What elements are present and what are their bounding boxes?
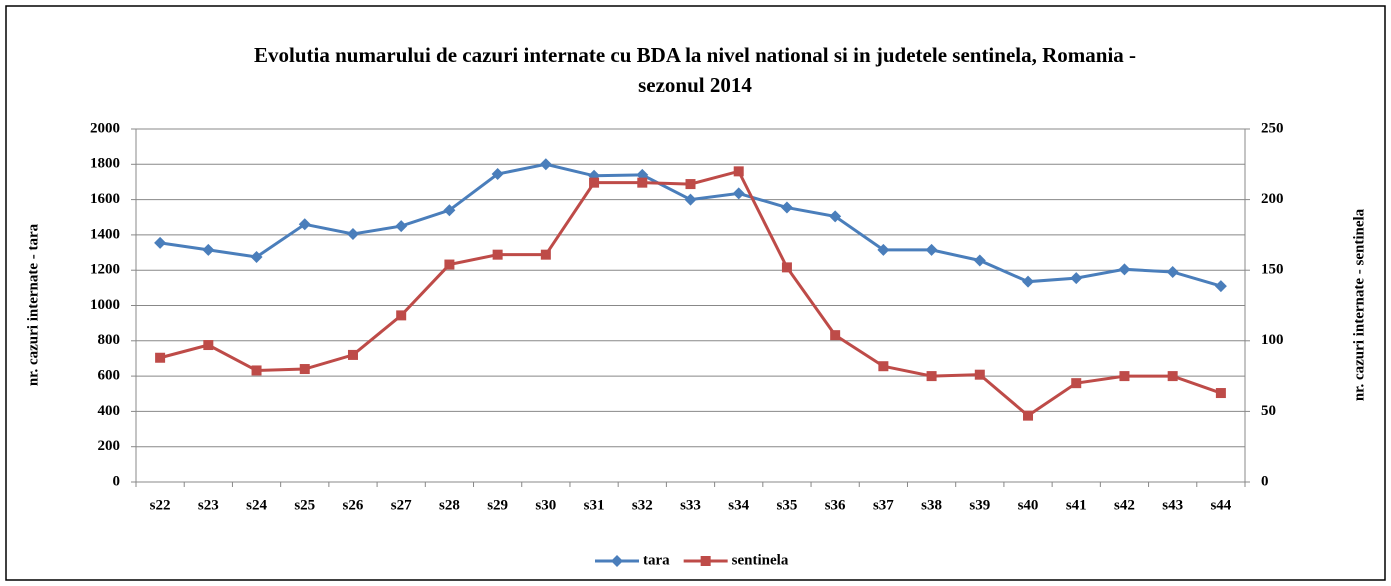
legend-label: sentinela	[732, 552, 789, 568]
data-point	[539, 158, 552, 171]
y-axis-title: nr. cazuri internate - tara	[25, 223, 41, 386]
data-point	[1214, 280, 1227, 293]
x-tick-label: s26	[343, 497, 364, 513]
data-point	[299, 364, 310, 375]
data-point	[781, 262, 792, 273]
y-tick-label: 0	[113, 473, 121, 489]
data-point	[250, 250, 263, 263]
y-tick-label: 600	[98, 368, 121, 384]
data-point	[1119, 371, 1130, 382]
y2-tick-label: 150	[1261, 262, 1284, 278]
data-point	[926, 371, 937, 382]
x-tick-label: s41	[1066, 497, 1087, 513]
data-point	[540, 249, 551, 260]
x-tick-label: s44	[1210, 497, 1231, 513]
x-tick-label: s23	[198, 497, 219, 513]
x-tick-label: s30	[535, 497, 556, 513]
data-point	[1071, 378, 1082, 389]
data-point	[974, 369, 985, 380]
y2-tick-label: 100	[1261, 332, 1284, 348]
y2-axis-title: nr. cazuri internate - sentinela	[1351, 208, 1367, 401]
y-tick-label: 1800	[90, 156, 120, 172]
data-point	[202, 243, 215, 256]
chart-title: Evolutia numarului de cazuri internate c…	[253, 43, 1137, 97]
x-tick-label: s28	[439, 497, 460, 513]
y-tick-label: 1000	[90, 297, 120, 313]
data-point	[443, 204, 456, 217]
data-point	[491, 168, 504, 181]
x-tick-label: s37	[873, 497, 894, 513]
data-point	[684, 193, 697, 206]
y-tick-label: 800	[98, 332, 121, 348]
data-point	[444, 259, 455, 270]
legend-marker	[700, 556, 711, 566]
data-point	[732, 187, 745, 200]
y-tick-label: 1200	[90, 262, 120, 278]
x-tick-label: s32	[632, 497, 653, 513]
y-tick-label: 2000	[90, 120, 120, 136]
x-tick-label: s38	[921, 497, 942, 513]
y2-tick-label: 50	[1261, 403, 1276, 419]
data-point	[1070, 272, 1083, 285]
x-tick-label: s31	[584, 497, 605, 513]
data-point	[780, 201, 793, 214]
data-point	[1215, 388, 1226, 399]
legend-marker	[611, 555, 623, 567]
x-tick-label: s29	[487, 497, 508, 513]
data-point	[154, 236, 167, 249]
data-point	[973, 254, 986, 267]
x-tick-label: s27	[391, 497, 412, 513]
chart-border	[5, 5, 1386, 581]
y-tick-label: 200	[98, 438, 121, 454]
data-point	[155, 352, 166, 363]
x-tick-label: s40	[1018, 497, 1039, 513]
y-tick-label: 1600	[90, 191, 120, 207]
x-tick-label: s35	[777, 497, 798, 513]
data-point	[346, 228, 359, 241]
x-tick-label: s34	[728, 497, 749, 513]
data-point	[347, 349, 358, 360]
data-point	[685, 179, 696, 190]
x-tick-label: s22	[150, 497, 171, 513]
y2-tick-label: 200	[1261, 191, 1284, 207]
data-point	[925, 243, 938, 256]
data-point	[830, 330, 841, 341]
data-point	[637, 177, 648, 188]
y-tick-label: 1400	[90, 226, 120, 242]
data-point	[1118, 263, 1131, 276]
x-tick-label: s42	[1114, 497, 1135, 513]
x-tick-label: s33	[680, 497, 701, 513]
data-point	[1023, 410, 1034, 421]
data-point	[1166, 265, 1179, 278]
data-point	[395, 220, 408, 233]
data-point	[733, 166, 744, 177]
data-point	[203, 340, 214, 351]
y2-tick-label: 250	[1261, 120, 1284, 136]
data-point	[396, 310, 407, 321]
y2-tick-label: 0	[1261, 473, 1269, 489]
data-point	[251, 365, 262, 376]
legend-label: tara	[643, 552, 670, 568]
x-tick-label: s39	[969, 497, 990, 513]
x-tick-label: s25	[294, 497, 315, 513]
x-tick-label: s36	[825, 497, 846, 513]
data-point	[877, 243, 890, 256]
data-point	[492, 249, 503, 260]
data-point	[878, 361, 889, 372]
x-tick-label: s24	[246, 497, 267, 513]
y-tick-label: 400	[98, 403, 121, 419]
data-point	[298, 218, 311, 231]
data-point	[589, 177, 600, 188]
data-point	[1167, 371, 1178, 382]
data-point	[829, 210, 842, 223]
data-point	[1022, 275, 1035, 288]
x-tick-label: s43	[1162, 497, 1183, 513]
